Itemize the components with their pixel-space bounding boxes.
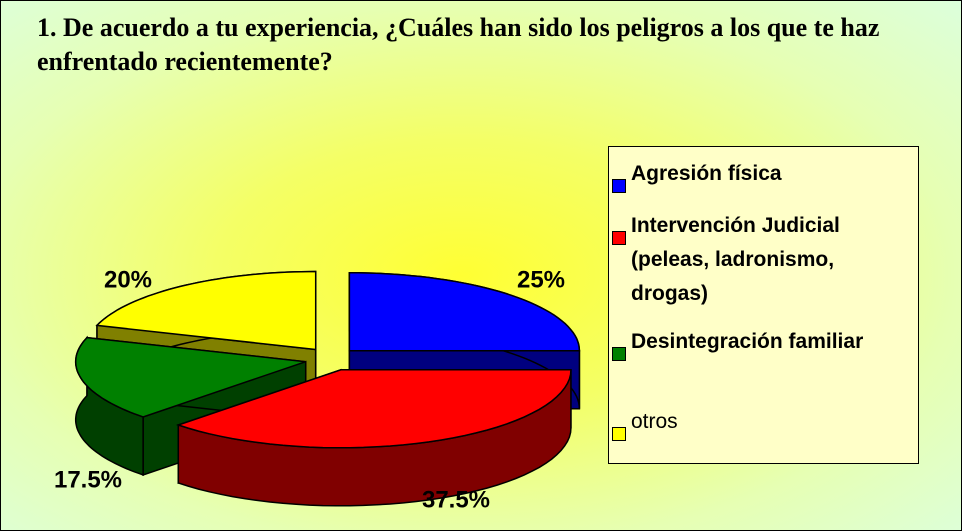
data-label: 37.5% (422, 486, 490, 513)
slice (175, 368, 572, 507)
slice (348, 271, 581, 352)
data-label: 20% (104, 266, 152, 293)
legend-label: Intervención Judicial (peleas, ladronism… (631, 214, 840, 305)
data-label: 17.5% (54, 466, 122, 493)
legend: Agresión física Intervención Judicial (pe… (608, 146, 919, 464)
legend-swatch (612, 427, 626, 441)
legend-swatch (612, 179, 626, 193)
slice (95, 270, 317, 351)
legend-swatch (612, 231, 626, 245)
legend-label: Desintegración familiar (631, 330, 864, 353)
slice (175, 369, 572, 449)
legend-label: Agresión física (631, 162, 782, 185)
legend-swatch (612, 347, 626, 361)
data-label: 25% (517, 266, 565, 293)
slice (74, 336, 306, 418)
chart-title: 1. De acuerdo a tu experiencia, ¿Cuáles … (37, 13, 880, 76)
legend-label: otros (631, 410, 678, 433)
